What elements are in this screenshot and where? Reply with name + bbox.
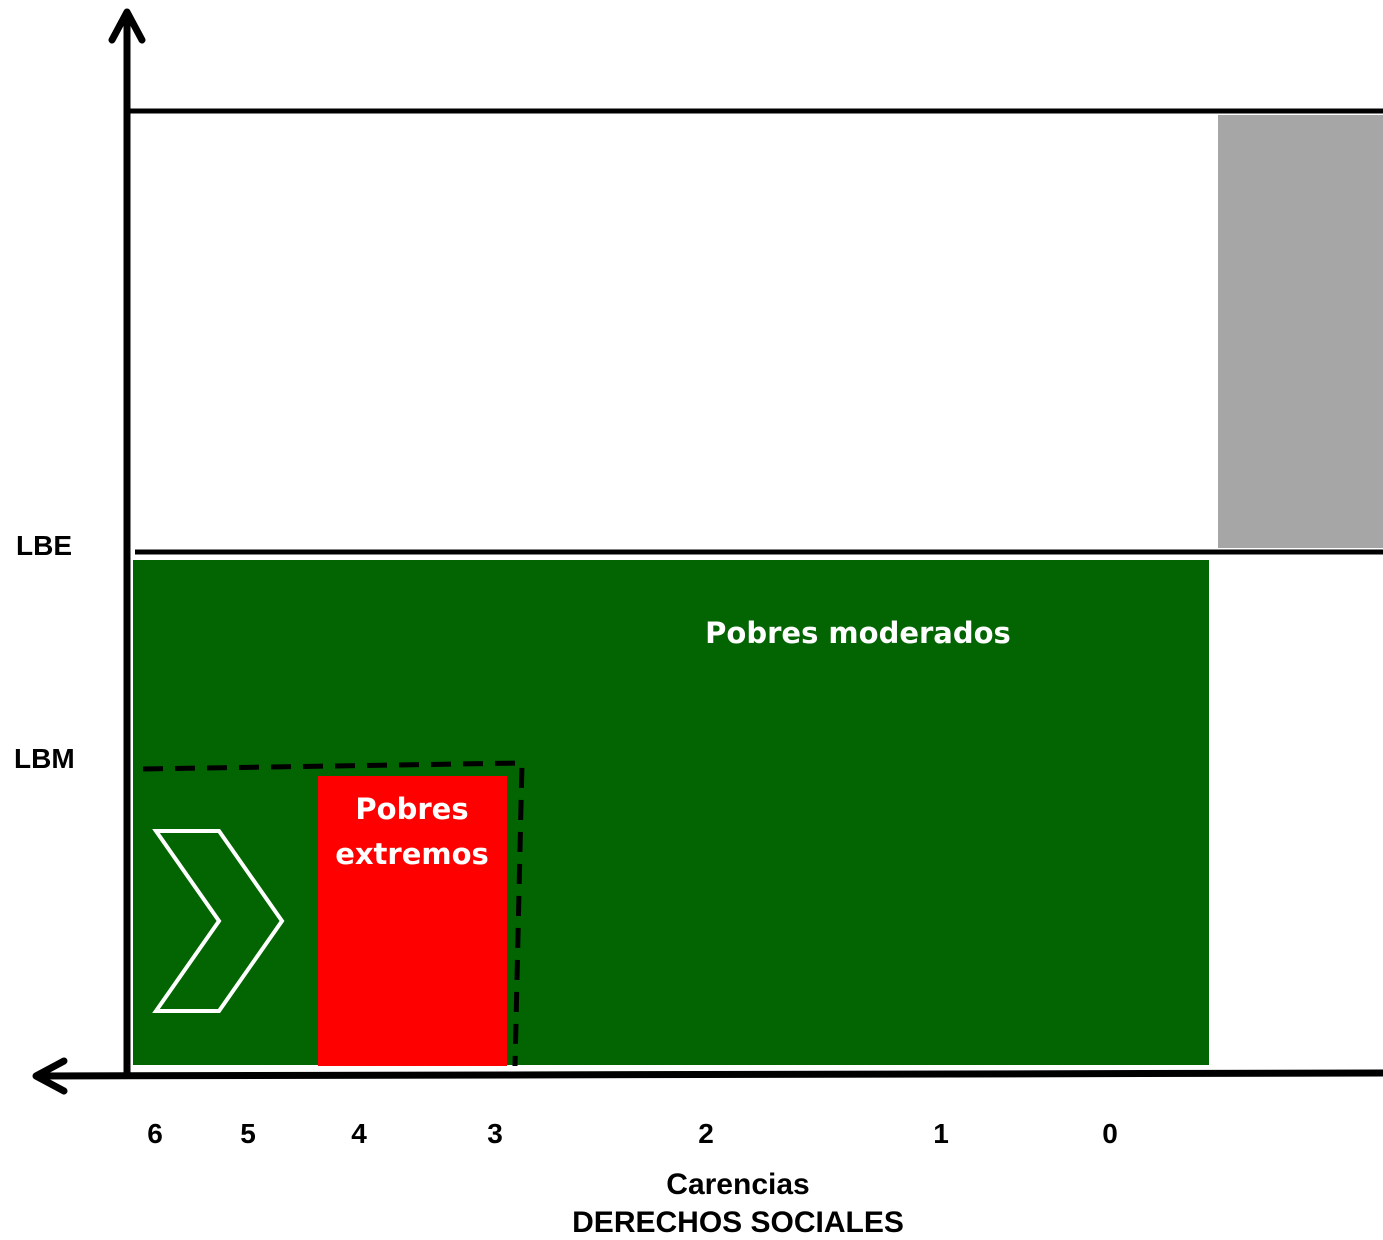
chevron-right-icon (152, 829, 285, 1013)
moderate-poverty-region (133, 560, 1209, 1065)
x-axis-title-line1: Carencias (666, 1168, 809, 1201)
extreme-poverty-label-line1: Pobres (355, 792, 468, 826)
x-tick: 5 (240, 1118, 256, 1149)
y-axis-arrowhead (108, 8, 146, 44)
extreme-poverty-region (318, 776, 507, 1066)
x-axis-title-line2: DERECHOS SOCIALES (572, 1206, 904, 1239)
gray-region (1218, 115, 1383, 548)
lbm-label: LBM (14, 743, 75, 774)
x-tick: 2 (698, 1118, 714, 1149)
extreme-poverty-boundary (142, 760, 525, 1067)
lbe-label: LBE (16, 530, 72, 561)
x-tick: 6 (147, 1118, 163, 1149)
x-tick: 4 (351, 1118, 367, 1149)
x-tick: 3 (487, 1118, 503, 1149)
x-axis-arrowhead (32, 1057, 68, 1095)
x-axis (35, 1069, 1383, 1080)
extreme-poverty-label-line2: extremos (335, 837, 489, 871)
x-tick: 0 (1102, 1118, 1118, 1149)
moderate-poverty-label: Pobres moderados (705, 616, 1011, 650)
x-tick: 1 (933, 1118, 949, 1149)
